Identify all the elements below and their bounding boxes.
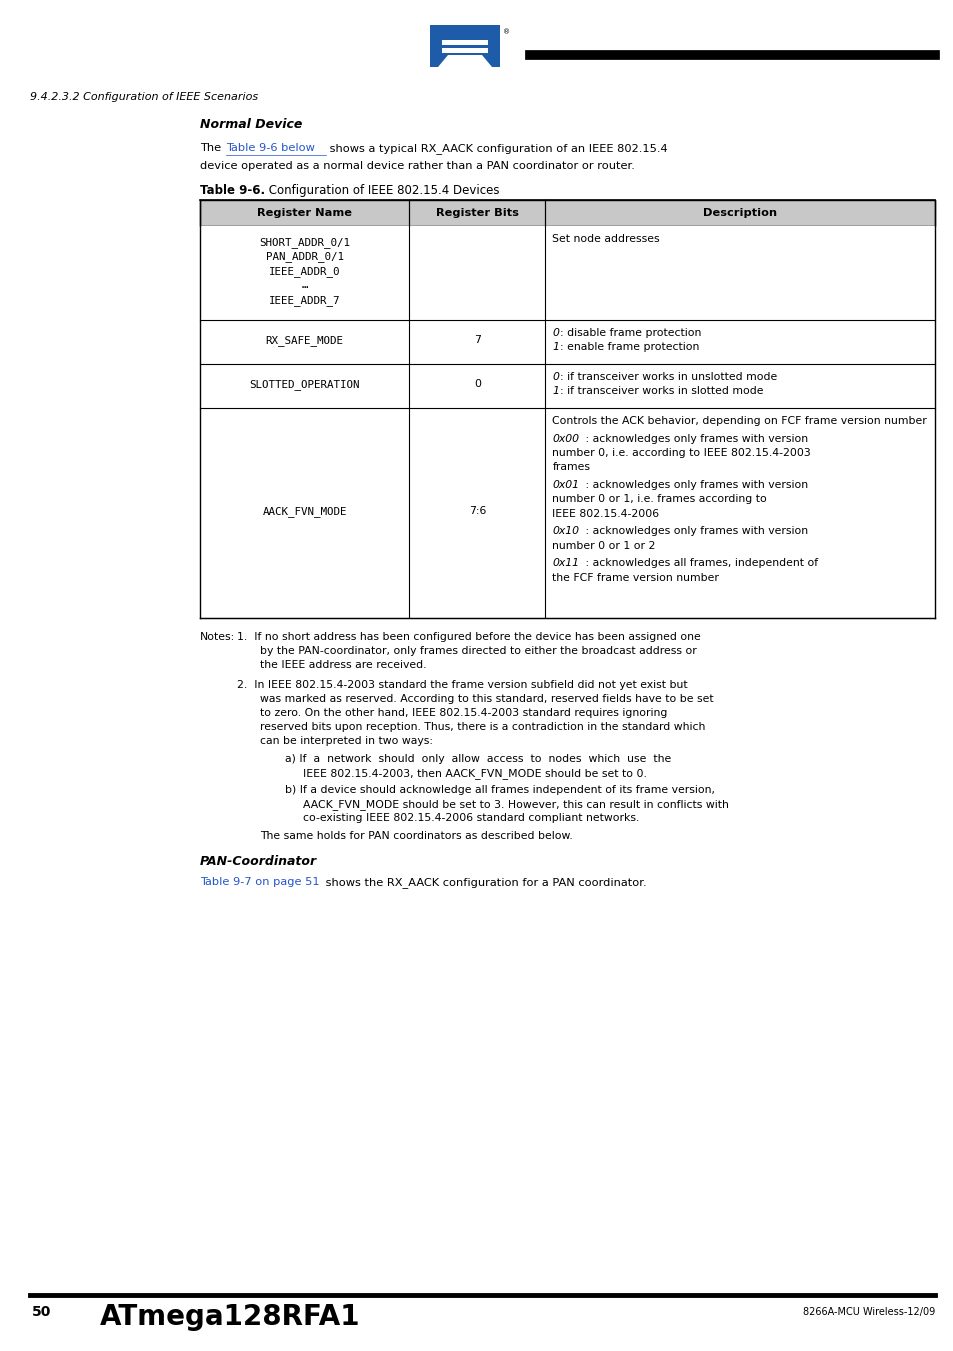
- Text: can be interpreted in two ways:: can be interpreted in two ways:: [260, 736, 433, 746]
- Text: to zero. On the other hand, IEEE 802.15.4-2003 standard requires ignoring: to zero. On the other hand, IEEE 802.15.…: [260, 708, 667, 717]
- Text: was marked as reserved. According to this standard, reserved fields have to be s: was marked as reserved. According to thi…: [260, 694, 713, 704]
- Text: 1: 1: [552, 343, 558, 353]
- Text: 1: 1: [552, 386, 558, 396]
- Bar: [200, 200, 934, 226]
- Bar: [200, 408, 934, 617]
- Text: a) If  a  network  should  only  allow  access  to  nodes  which  use  the: a) If a network should only allow access…: [285, 754, 671, 763]
- Text: Controls the ACK behavior, depending on FCF frame version number: Controls the ACK behavior, depending on …: [552, 416, 926, 426]
- Text: by the PAN-coordinator, only frames directed to either the broadcast address or: by the PAN-coordinator, only frames dire…: [260, 646, 696, 657]
- Text: 7: 7: [474, 335, 480, 345]
- Text: PAN-Coordinator: PAN-Coordinator: [200, 855, 316, 867]
- Text: number 0 or 1, i.e. frames according to: number 0 or 1, i.e. frames according to: [552, 494, 766, 504]
- Text: number 0, i.e. according to IEEE 802.15.4-2003: number 0, i.e. according to IEEE 802.15.…: [552, 449, 810, 458]
- Text: Configuration of IEEE 802.15.4 Devices: Configuration of IEEE 802.15.4 Devices: [265, 184, 499, 197]
- Text: Set node addresses: Set node addresses: [552, 234, 659, 245]
- Text: The same holds for PAN coordinators as described below.: The same holds for PAN coordinators as d…: [260, 831, 572, 840]
- Text: Table 9-6.: Table 9-6.: [200, 184, 265, 197]
- Text: : acknowledges only frames with version: : acknowledges only frames with version: [582, 480, 808, 490]
- Text: IEEE 802.15.4-2006: IEEE 802.15.4-2006: [552, 509, 659, 519]
- Bar: [441, 49, 488, 53]
- Text: 0: 0: [552, 328, 558, 338]
- Text: AACK_FVN_MODE should be set to 3. However, this can result in conflicts with: AACK_FVN_MODE should be set to 3. Howeve…: [303, 800, 728, 811]
- Text: : acknowledges only frames with version: : acknowledges only frames with version: [582, 434, 808, 443]
- Text: ATmega128RFA1: ATmega128RFA1: [100, 1302, 360, 1331]
- Text: RX_SAFE_MODE: RX_SAFE_MODE: [266, 335, 343, 346]
- Text: shows the RX_AACK configuration for a PAN coordinator.: shows the RX_AACK configuration for a PA…: [322, 877, 646, 888]
- Text: 50: 50: [32, 1305, 51, 1319]
- Text: 8266A-MCU Wireless-12/09: 8266A-MCU Wireless-12/09: [801, 1306, 934, 1317]
- Bar: [200, 363, 934, 408]
- Text: SHORT_ADDR_0/1: SHORT_ADDR_0/1: [259, 236, 350, 247]
- Text: The: The: [200, 143, 225, 153]
- Bar: [200, 226, 934, 320]
- Text: shows a typical RX_AACK configuration of an IEEE 802.15.4: shows a typical RX_AACK configuration of…: [326, 143, 667, 154]
- Text: b) If a device should acknowledge all frames independent of its frame version,: b) If a device should acknowledge all fr…: [285, 785, 714, 794]
- Text: : enable frame protection: : enable frame protection: [559, 343, 700, 353]
- Text: PAN_ADDR_0/1: PAN_ADDR_0/1: [266, 251, 343, 262]
- Text: co-existing IEEE 802.15.4-2006 standard compliant networks.: co-existing IEEE 802.15.4-2006 standard …: [303, 813, 639, 823]
- Text: the IEEE address are received.: the IEEE address are received.: [260, 661, 426, 670]
- Text: Notes:: Notes:: [200, 632, 235, 642]
- Text: Normal Device: Normal Device: [200, 118, 302, 131]
- Text: AACK_FVN_MODE: AACK_FVN_MODE: [262, 505, 347, 516]
- Text: 9.4.2.3.2 Configuration of IEEE Scenarios: 9.4.2.3.2 Configuration of IEEE Scenario…: [30, 92, 258, 101]
- Text: device operated as a normal device rather than a PAN coordinator or router.: device operated as a normal device rathe…: [200, 161, 634, 172]
- Text: : if transceiver works in unslotted mode: : if transceiver works in unslotted mode: [559, 372, 777, 382]
- Text: IEEE 802.15.4-2003, then AACK_FVN_MODE should be set to 0.: IEEE 802.15.4-2003, then AACK_FVN_MODE s…: [303, 767, 646, 778]
- Text: SLOTTED_OPERATION: SLOTTED_OPERATION: [250, 378, 359, 389]
- Text: IEEE_ADDR_7: IEEE_ADDR_7: [269, 295, 340, 305]
- Text: 1.  If no short address has been configured before the device has been assigned : 1. If no short address has been configur…: [236, 632, 700, 642]
- Text: 0: 0: [474, 380, 480, 389]
- Text: the FCF frame version number: the FCF frame version number: [552, 573, 719, 584]
- Text: : if transceiver works in slotted mode: : if transceiver works in slotted mode: [559, 386, 763, 396]
- Text: 7:6: 7:6: [468, 507, 486, 516]
- Text: Register Bits: Register Bits: [436, 208, 518, 218]
- Text: 0: 0: [552, 372, 558, 382]
- Text: reserved bits upon reception. Thus, there is a contradiction in the standard whi: reserved bits upon reception. Thus, ther…: [260, 723, 704, 732]
- Text: ®: ®: [502, 28, 510, 35]
- Text: 2.  In IEEE 802.15.4-2003 standard the frame version subfield did not yet exist : 2. In IEEE 802.15.4-2003 standard the fr…: [236, 680, 687, 689]
- Bar: [441, 41, 488, 45]
- Text: Register Name: Register Name: [257, 208, 352, 218]
- Text: : acknowledges only frames with version: : acknowledges only frames with version: [582, 527, 808, 536]
- Text: number 0 or 1 or 2: number 0 or 1 or 2: [552, 540, 655, 551]
- Polygon shape: [437, 55, 492, 68]
- Text: : disable frame protection: : disable frame protection: [559, 328, 701, 338]
- Text: Description: Description: [702, 208, 777, 218]
- Text: Table 9-7 on page 51: Table 9-7 on page 51: [200, 877, 319, 886]
- Text: 0x01: 0x01: [552, 480, 578, 490]
- Text: 0x00: 0x00: [552, 434, 578, 443]
- Text: : acknowledges all frames, independent of: : acknowledges all frames, independent o…: [582, 558, 818, 569]
- Text: IEEE_ADDR_0: IEEE_ADDR_0: [269, 266, 340, 277]
- Text: 0x10: 0x10: [552, 527, 578, 536]
- Text: frames: frames: [552, 462, 590, 473]
- Text: 0x11: 0x11: [552, 558, 578, 569]
- Bar: [430, 26, 499, 68]
- Text: Table 9-6 below: Table 9-6 below: [226, 143, 314, 153]
- Text: …: …: [301, 280, 308, 290]
- Bar: [200, 320, 934, 363]
